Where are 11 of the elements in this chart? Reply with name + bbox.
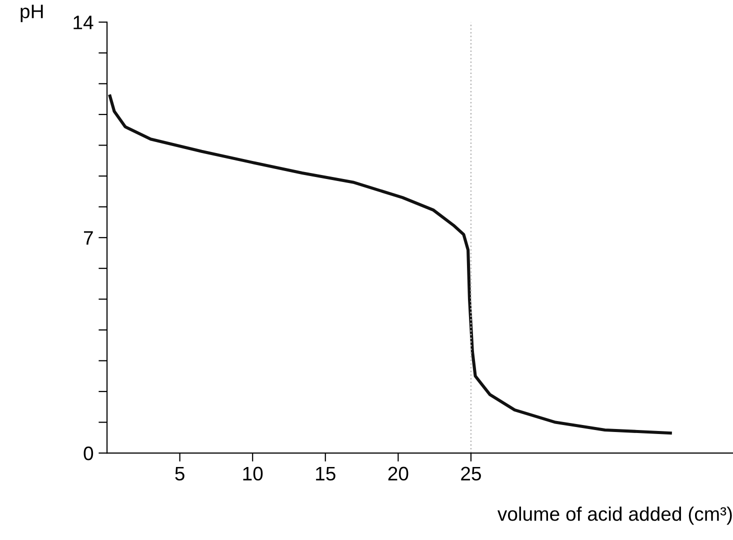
y-tick-label: 14 bbox=[74, 16, 94, 30]
x-tick-label: 20 bbox=[388, 466, 408, 481]
line-series bbox=[108, 94, 672, 435]
x-axis-title: volume of acid added (cm³) bbox=[497, 506, 732, 525]
y-tick-label: 0 bbox=[84, 446, 94, 460]
x-tick-label: 15 bbox=[316, 466, 336, 481]
x-tick-label: 25 bbox=[461, 466, 481, 481]
x-tick-label: 10 bbox=[243, 466, 263, 481]
y-axis-title: pH bbox=[20, 4, 43, 22]
y-tick-label: 7 bbox=[84, 231, 93, 245]
x-tick-label: 5 bbox=[175, 466, 184, 481]
